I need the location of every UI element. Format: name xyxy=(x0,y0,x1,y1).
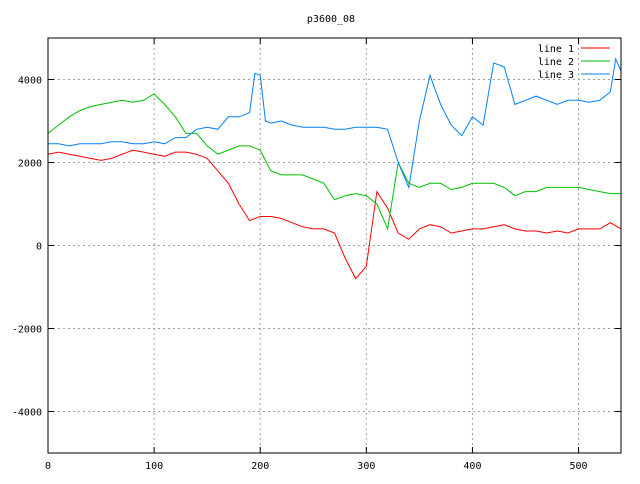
x-tick-label: 0 xyxy=(45,461,51,472)
y-tick-label: -4000 xyxy=(12,408,42,419)
plot-border xyxy=(47,37,622,454)
x-tick-label: 100 xyxy=(145,461,163,472)
legend: line 1 line 2 line 3 xyxy=(538,44,610,81)
axis-ticks: 0 100 200 300 400 500 -4000 -2000 0 2000 4000 xyxy=(12,38,621,472)
grid xyxy=(48,38,621,453)
legend-label: line 3 xyxy=(538,70,574,81)
series-line-1 xyxy=(47,149,622,280)
y-tick-label: 4000 xyxy=(18,76,42,87)
legend-label: line 1 xyxy=(538,44,574,55)
series-line-2 xyxy=(47,93,621,231)
x-tick-label: 500 xyxy=(570,461,588,472)
x-tick-label: 200 xyxy=(251,461,269,472)
y-tick-label: 0 xyxy=(36,242,42,253)
series-line-3 xyxy=(48,57,622,190)
x-tick-label: 400 xyxy=(463,461,481,472)
y-tick-label: -2000 xyxy=(12,325,42,336)
x-tick-label: 300 xyxy=(357,461,375,472)
series-lines xyxy=(47,57,622,280)
chart-title: p3600_08 xyxy=(307,14,355,25)
legend-label: line 2 xyxy=(538,57,574,68)
y-tick-label: 2000 xyxy=(18,159,42,170)
